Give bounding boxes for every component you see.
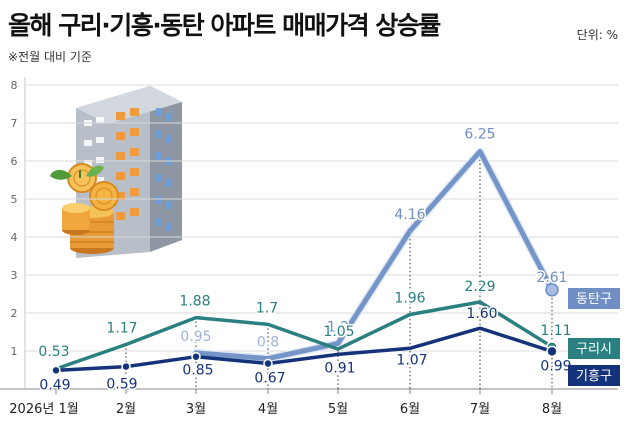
- apartment-coins-illustration: [50, 86, 182, 258]
- data-label: 0.99: [540, 358, 571, 374]
- data-label: 1.96: [394, 291, 425, 307]
- series-giheung-line: [54, 326, 554, 373]
- series-guri-line: [54, 300, 554, 371]
- data-label: 0.95: [180, 329, 211, 345]
- x-tick-label: 3월: [186, 402, 206, 417]
- chart-title: 올해 구리·기흥·동탄 아파트 매매가격 상승률: [8, 11, 441, 40]
- data-label: 2.61: [536, 270, 567, 286]
- y-tick-label: 5: [11, 193, 18, 206]
- data-label: 1.88: [179, 294, 210, 310]
- data-point: [121, 361, 131, 372]
- data-label: 0.85: [182, 363, 213, 379]
- data-label: 1.60: [466, 306, 497, 322]
- y-tick-label: 2: [11, 307, 18, 320]
- legend-swatch: [568, 288, 620, 309]
- data-label: 4.16: [394, 207, 425, 223]
- data-label: 1.05: [323, 324, 354, 340]
- series-dongtan-line: [193, 149, 555, 362]
- data-label: 0.67: [254, 371, 285, 387]
- data-label: 1.7: [256, 300, 278, 316]
- x-tick-label: 7월: [470, 402, 490, 417]
- x-tick-label: 4월: [258, 402, 278, 417]
- x-tick-label: 2026년 1월: [9, 402, 78, 417]
- data-point: [545, 283, 559, 297]
- data-point: [263, 358, 273, 369]
- x-tick-label: 2월: [116, 402, 136, 417]
- data-label: 2.29: [464, 279, 495, 295]
- data-point: [51, 365, 61, 376]
- legend-item: 구리시: [568, 338, 620, 359]
- data-label: 0.53: [38, 344, 69, 360]
- data-label: 0.8: [257, 335, 279, 351]
- y-tick-label: 7: [11, 117, 18, 130]
- legend-label: 동탄구: [576, 292, 612, 307]
- data-label: 1.17: [106, 321, 137, 337]
- legend-item: 동탄구: [568, 288, 620, 309]
- x-tick-label: 6월: [400, 402, 420, 417]
- legend-label: 기흥구: [576, 369, 612, 384]
- y-tick-label: 8: [11, 79, 18, 92]
- y-tick-label: 6: [11, 155, 18, 168]
- y-tick-label: 1: [11, 345, 18, 358]
- data-label: 1.07: [396, 352, 427, 368]
- x-tick-label: 5월: [328, 402, 348, 417]
- legend-label: 구리시: [576, 342, 612, 357]
- data-label: 1.11: [540, 323, 571, 339]
- data-point: [191, 351, 201, 362]
- x-tick-label: 8월: [542, 402, 562, 417]
- data-label: 6.25: [464, 127, 495, 143]
- unit-label: 단위: %: [576, 28, 618, 42]
- data-label: 0.49: [39, 377, 70, 393]
- chart-subtitle: ※전월 대비 기준: [8, 50, 92, 64]
- data-point: [546, 345, 558, 358]
- y-tick-label: 3: [11, 269, 18, 282]
- data-label: 0.91: [324, 360, 355, 376]
- legend-swatch: [568, 338, 620, 359]
- y-tick-label: 4: [11, 231, 18, 244]
- legend-item: 기흥구: [568, 365, 620, 386]
- legend-swatch: [568, 365, 620, 386]
- data-label: 0.59: [106, 377, 137, 393]
- data-label: 1.2: [327, 319, 349, 335]
